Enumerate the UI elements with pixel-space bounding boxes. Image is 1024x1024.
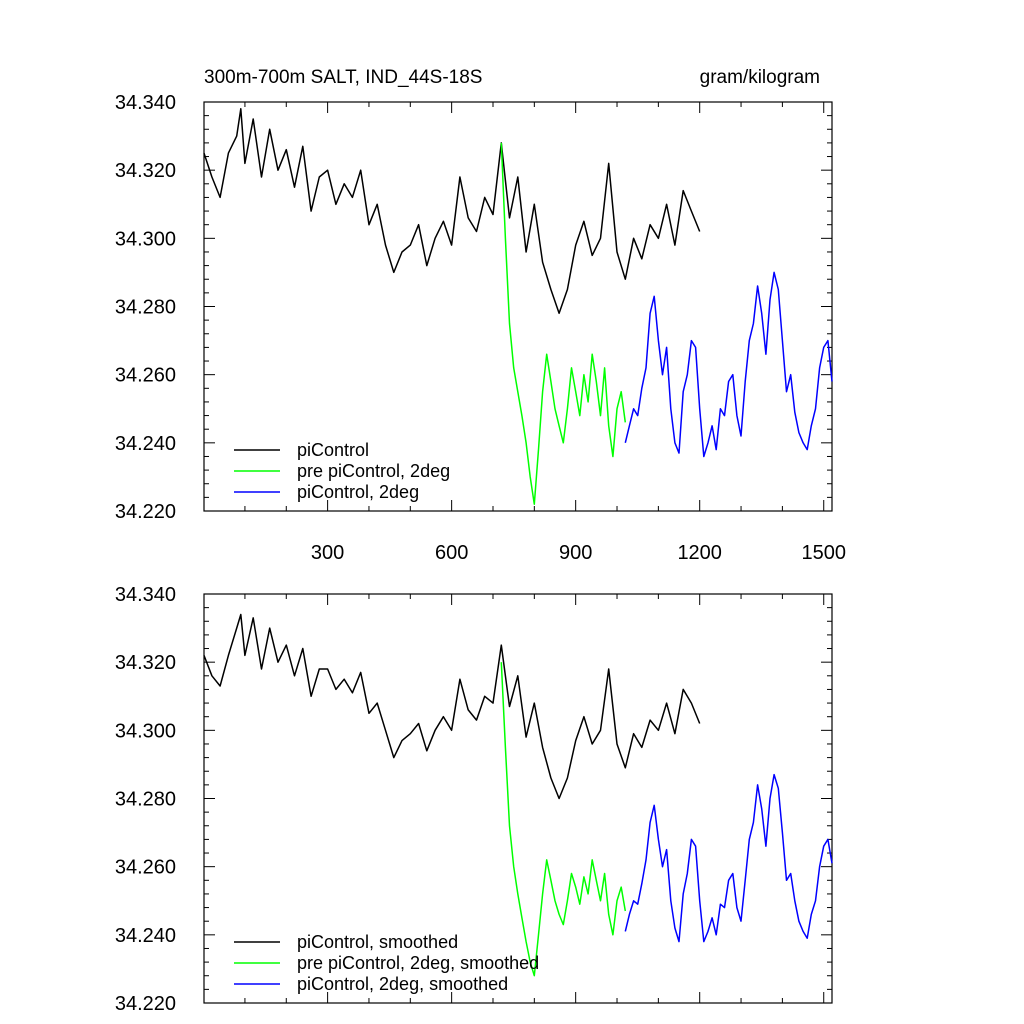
- y-tick-label: 34.240: [115, 925, 176, 947]
- legend-label: piControl: [297, 440, 369, 460]
- series-line-1: [500, 662, 627, 977]
- y-tick-label: 34.280: [115, 789, 176, 811]
- x-tick-label: 300: [311, 542, 344, 564]
- y-tick-label: 34.300: [115, 228, 176, 250]
- y-tick-label: 34.260: [115, 365, 176, 387]
- chart-title: 300m-700m SALT, IND_44S-18S: [204, 67, 482, 88]
- x-tick-label: 900: [559, 542, 592, 564]
- y-tick-label: 34.340: [115, 584, 176, 606]
- y-tick-label: 34.340: [115, 92, 176, 114]
- x-tick-label: 1500: [801, 542, 846, 564]
- series-line-0: [203, 108, 701, 315]
- legend-label: pre piControl, 2deg: [297, 461, 450, 481]
- y-tick-label: 34.280: [115, 297, 176, 319]
- legend-label: pre piControl, 2deg, smoothed: [297, 953, 539, 973]
- y-tick-label: 34.320: [115, 652, 176, 674]
- bottom-panel: 34.220 34.240 34.260 34.280 34.300 34.320 34.3…: [115, 584, 833, 1015]
- units-label: gram/kilogram: [700, 67, 820, 88]
- legend-label: piControl, 2deg: [297, 482, 419, 502]
- series-line-1: [500, 142, 627, 505]
- x-tick-label: 1200: [677, 542, 722, 564]
- y-tick-label: 34.300: [115, 720, 176, 742]
- y-tick-label: 34.320: [115, 160, 176, 182]
- y-tick-label: 34.260: [115, 857, 176, 879]
- series-line-2: [624, 773, 833, 943]
- y-tick-label: 34.220: [115, 993, 176, 1015]
- series-line-0: [203, 613, 701, 800]
- legend-label: piControl, smoothed: [297, 932, 458, 952]
- legend-label: piControl, 2deg, smoothed: [297, 974, 508, 994]
- x-tick-label: 600: [435, 542, 468, 564]
- series-line-2: [624, 271, 833, 458]
- y-tick-label: 34.240: [115, 433, 176, 455]
- top-panel: 300m-700m SALT, IND_44S-18S gram/kilogra…: [115, 67, 846, 564]
- y-tick-label: 34.220: [115, 501, 176, 523]
